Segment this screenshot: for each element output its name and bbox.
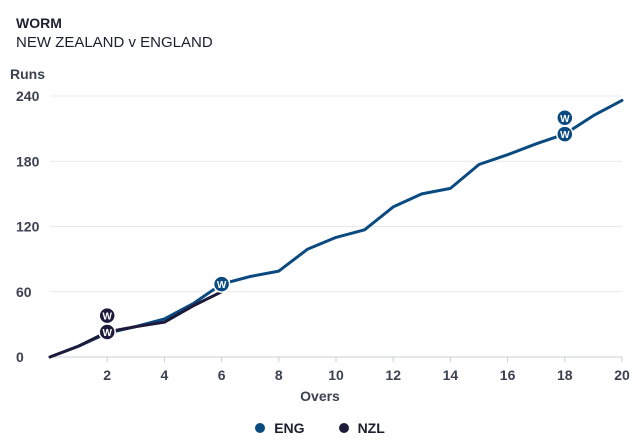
wicket-circle	[212, 275, 231, 293]
wicket-label: W	[102, 328, 112, 339]
wicket-label: W	[560, 114, 570, 125]
series-line-nzl	[48, 290, 224, 359]
x-tick-label: 10	[328, 367, 344, 383]
x-tick-label: 16	[500, 367, 516, 383]
x-axis-title: Overs	[300, 388, 340, 404]
wicket-label: W	[102, 312, 112, 323]
legend-label-nzl: NZL	[357, 420, 385, 436]
x-tick-label: 2	[103, 367, 111, 383]
legend-item-nzl[interactable]: NZL	[338, 420, 385, 436]
y-tick-label: 0	[16, 349, 24, 365]
chart-title: WORM	[16, 15, 62, 31]
wicket-marker-eng: W	[556, 125, 574, 143]
y-tick-label: 240	[16, 88, 40, 104]
x-tick-label: 12	[385, 367, 401, 383]
legend: ENG NZL	[0, 420, 640, 436]
x-tick-label: 4	[161, 367, 169, 383]
x-tick-label: 6	[218, 367, 226, 383]
legend-item-eng[interactable]: ENG	[255, 420, 305, 436]
x-tick-label: 14	[443, 367, 459, 383]
wicket-label: W	[560, 130, 570, 141]
wicket-marker-eng: W	[212, 275, 231, 293]
wicket-circle	[98, 306, 116, 325]
wicket-marker-nzl: W	[98, 306, 116, 325]
y-tick-label: 120	[16, 219, 40, 235]
y-tick-label: 60	[16, 284, 32, 300]
legend-label-eng: ENG	[274, 420, 305, 436]
x-tick-label: 8	[275, 367, 283, 383]
wicket-label: W	[217, 280, 227, 291]
wicket-circle	[556, 109, 574, 127]
y-tick-label: 180	[16, 153, 40, 169]
x-tick-label: 18	[557, 367, 573, 383]
wicket-marker-eng: W	[556, 109, 574, 127]
series-line-eng	[48, 98, 624, 359]
y-axis-title: Runs	[10, 66, 45, 82]
chart-subtitle: NEW ZEALAND v ENGLAND	[16, 34, 213, 51]
legend-dot-eng	[255, 423, 266, 433]
x-tick-label: 20	[614, 367, 630, 383]
legend-dot-nzl	[338, 423, 349, 433]
wicket-marker-nzl: W	[98, 323, 116, 341]
